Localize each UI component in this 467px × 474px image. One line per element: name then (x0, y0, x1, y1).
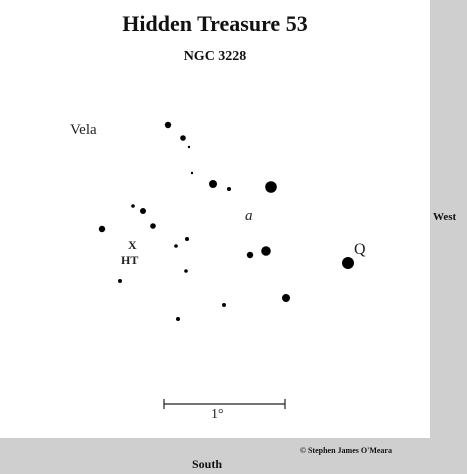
direction-south-label: South (192, 457, 223, 471)
star (261, 246, 271, 256)
star (176, 317, 180, 321)
star (227, 187, 231, 191)
star (180, 135, 186, 141)
star (174, 244, 178, 248)
direction-west-label: West (433, 211, 457, 223)
star (164, 121, 172, 129)
star-a-label: a (245, 208, 253, 224)
star (187, 145, 191, 149)
copyright-text: © Stephen James O'Meara (300, 446, 392, 455)
star (342, 257, 354, 269)
star-field (98, 121, 354, 409)
star (190, 171, 194, 175)
star (265, 181, 277, 193)
star (184, 269, 188, 273)
star (98, 225, 106, 233)
star (246, 251, 254, 259)
star (209, 180, 217, 188)
constellation-label: Vela (70, 122, 97, 138)
star (140, 208, 146, 214)
star (118, 279, 122, 283)
star-q-label: Q (354, 241, 366, 258)
star (131, 204, 135, 208)
star (222, 303, 226, 307)
target-label: HT (121, 253, 139, 267)
chart-panel: Hidden Treasure 53 NGC 3228 Vela a Q X H… (0, 0, 430, 438)
scale-label: 1° (211, 407, 224, 422)
chart-title: Hidden Treasure 53 (122, 11, 308, 36)
star (282, 294, 290, 302)
star (150, 223, 156, 229)
star (185, 237, 189, 241)
target-marker: X (128, 238, 137, 252)
object-designation: NGC 3228 (183, 49, 247, 64)
scale-bar (163, 399, 286, 409)
